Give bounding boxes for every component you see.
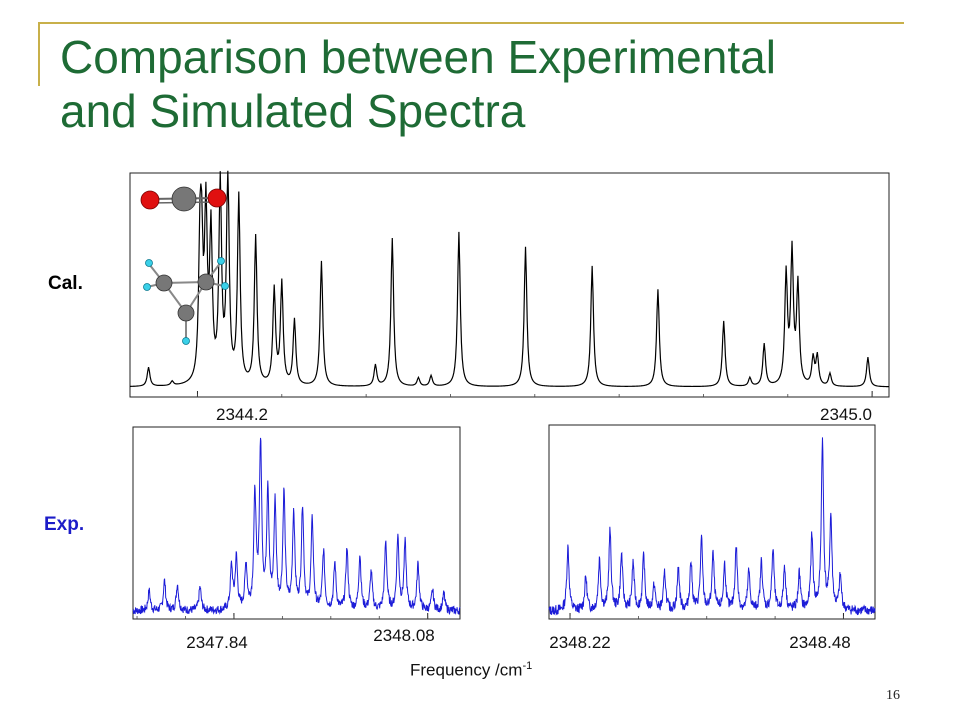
exp-left-axis-ticks: [136, 613, 429, 619]
title-line-1: Comparison between Experimental: [60, 31, 776, 83]
cal-tick-label-2345-0: 2345.0: [820, 405, 872, 424]
exp-spectrum-panel-right: [548, 424, 876, 620]
co2-molecule-icon: [140, 186, 227, 212]
exp-left-plot-frame: [132, 426, 461, 620]
cyclopropenyl-molecule-icon: [143, 257, 229, 345]
exp-label: Exp.: [44, 514, 85, 535]
exp-left-spectrum-line: [132, 437, 461, 616]
exp-right-spectrum-line: [548, 437, 876, 616]
accent-line-left: [38, 22, 40, 86]
cal-axis-ticks: [196, 391, 873, 397]
x-axis-label-exponent: -1: [522, 660, 533, 672]
exp-right-axis-ticks: [569, 613, 844, 619]
accent-line-top: [38, 22, 904, 24]
cal-spectrum-line: [129, 170, 890, 388]
x-axis-label-text: Frequency /cm: [410, 660, 523, 680]
x-axis-label: Frequency /cm-1: [410, 660, 532, 681]
page-number: 16: [886, 688, 900, 703]
exp-right-tick-label-2348-22: 2348.22: [549, 633, 611, 652]
title-line-2: and Simulated Spectra: [60, 85, 526, 137]
exp-left-tick-label-2347-84: 2347.84: [186, 633, 248, 652]
exp-spectrum-panel-left: [132, 426, 461, 620]
cal-spectrum-panel: [129, 170, 890, 398]
exp-right-tick-label-2348-48: 2348.48: [789, 633, 851, 652]
cal-label: Cal.: [48, 273, 83, 294]
exp-left-tick-label-2348-08: 2348.08: [373, 626, 435, 645]
cal-tick-label-2344-2: 2344.2: [216, 405, 268, 424]
slide-title: Comparison between Experimental and Simu…: [60, 30, 940, 138]
